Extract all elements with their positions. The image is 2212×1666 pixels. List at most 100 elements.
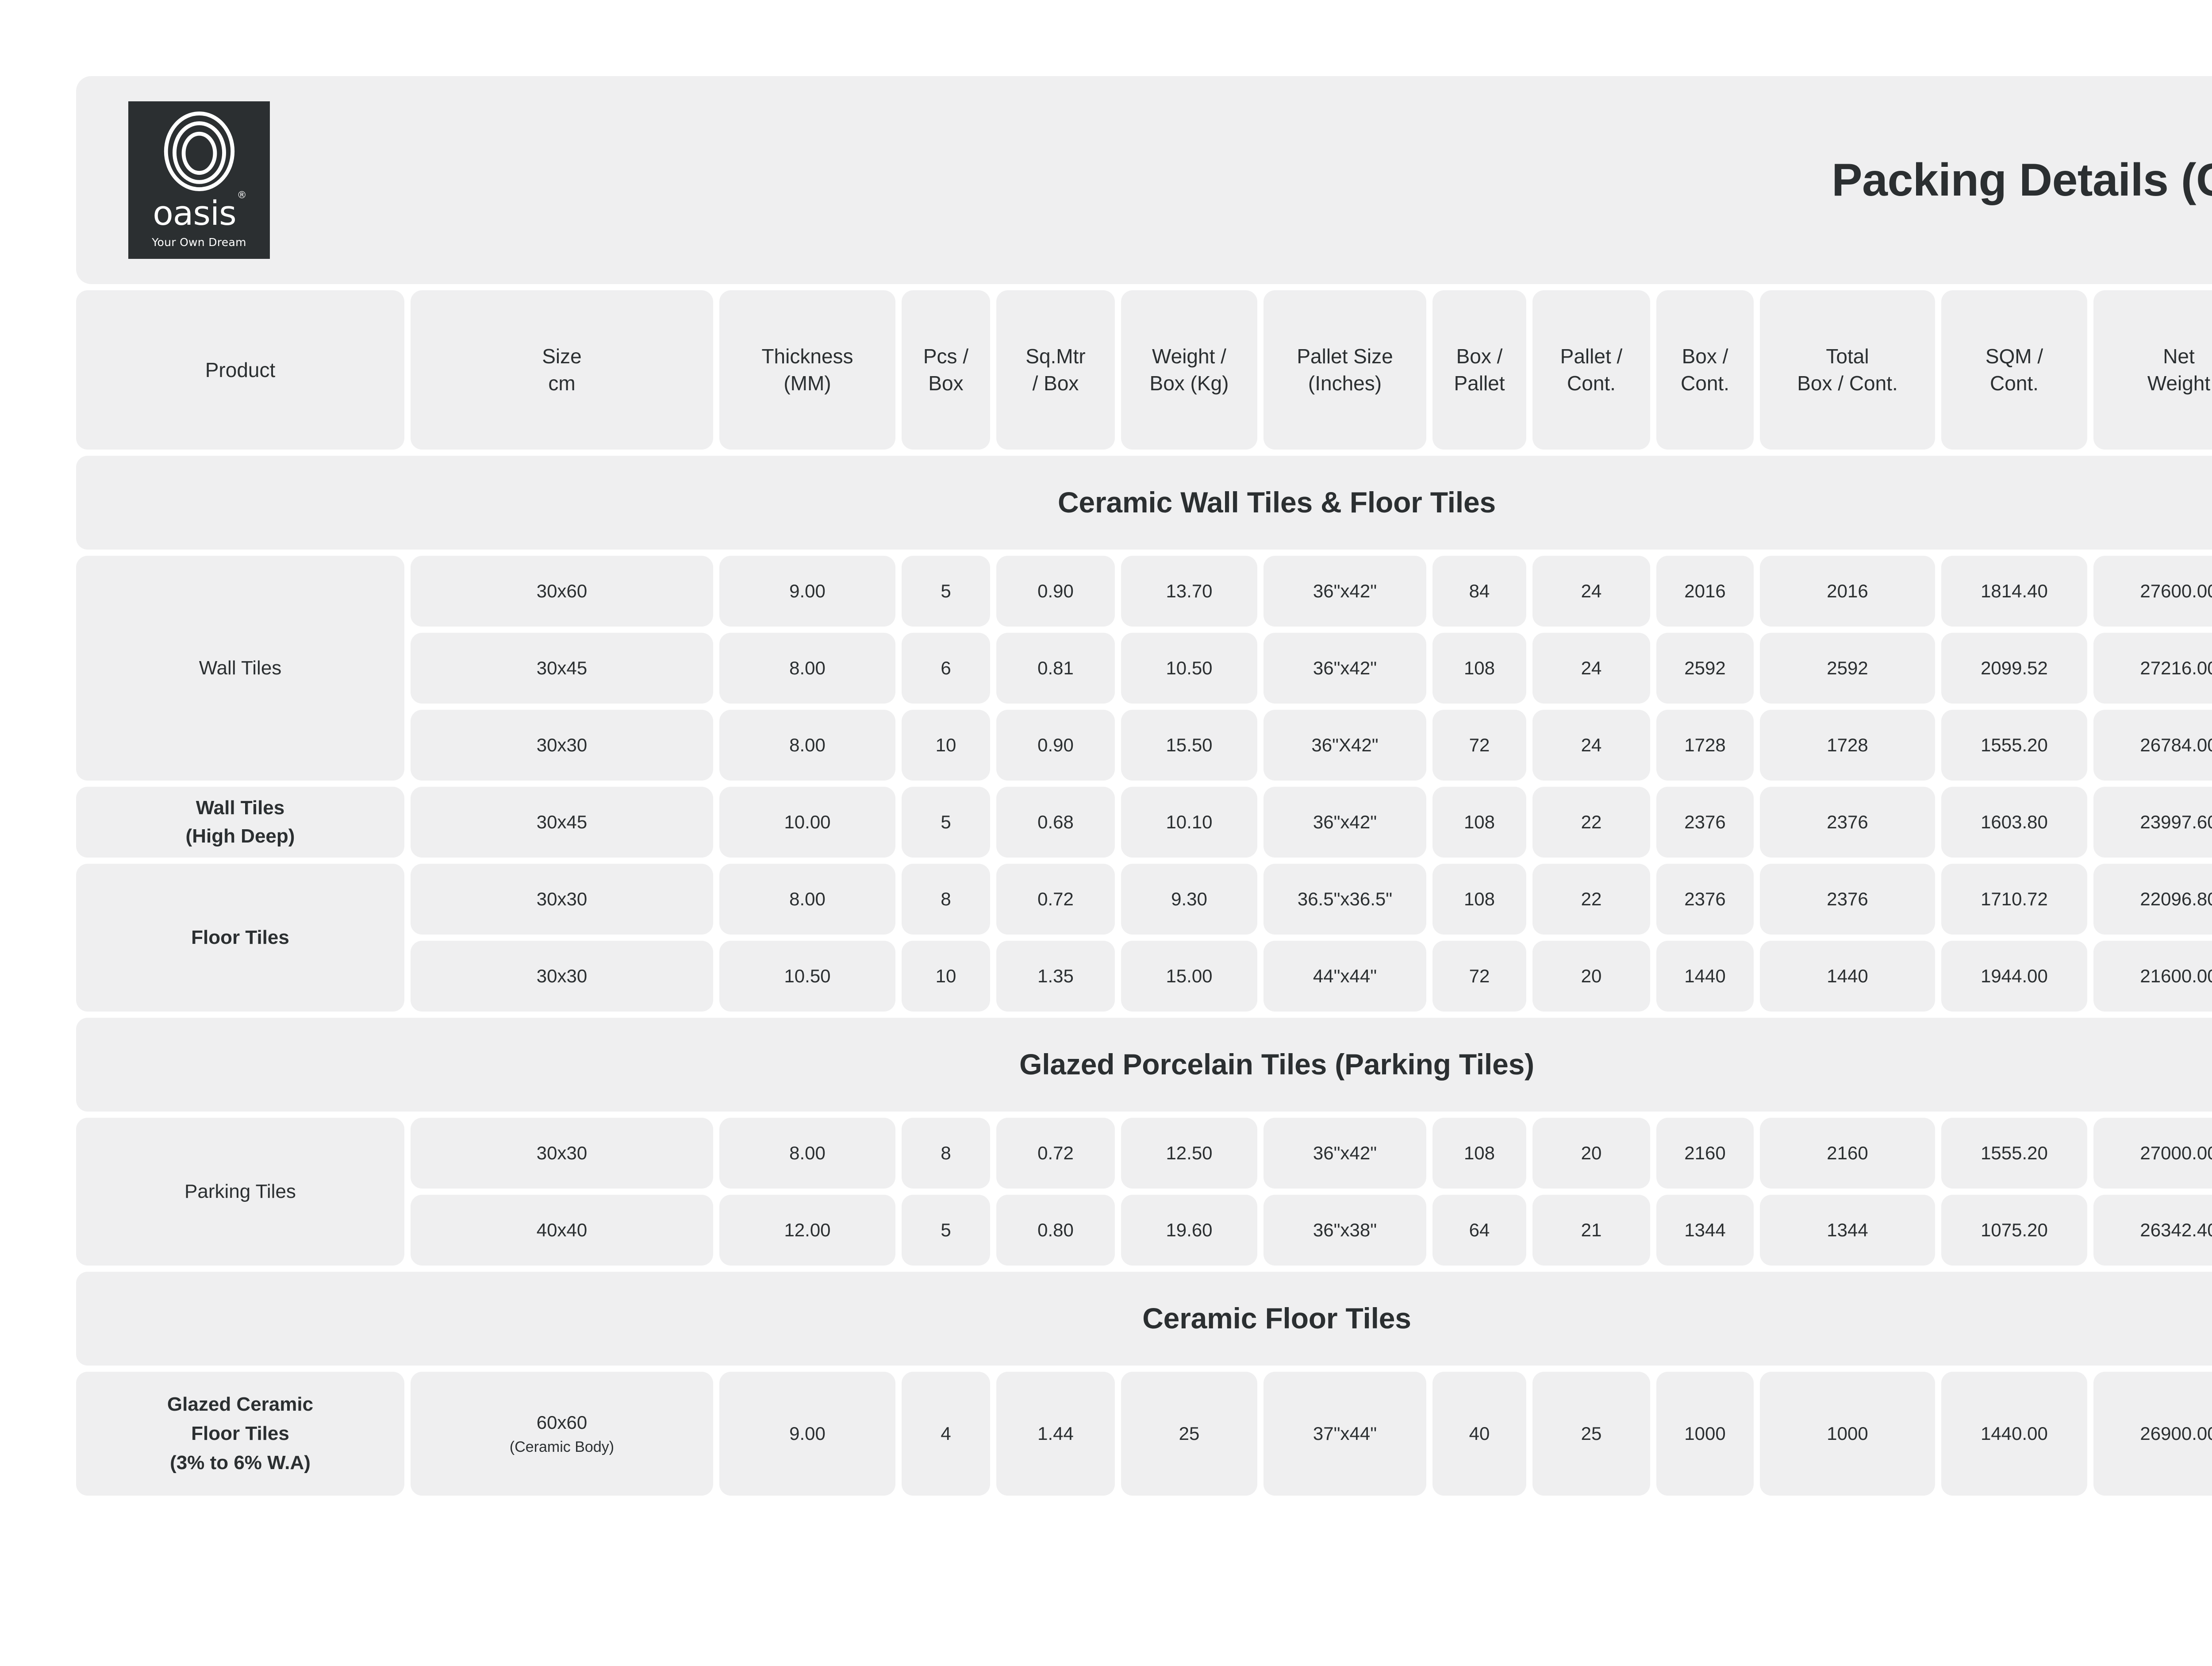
- section-title: Ceramic Wall Tiles & Floor Tiles: [76, 456, 2212, 550]
- cell-size: 30x60: [411, 556, 713, 627]
- col-header-line2: (Inches): [1308, 372, 1382, 395]
- col-header-line2: Box (Kg): [1149, 372, 1229, 395]
- cell-sqmtr-box: 0.90: [996, 556, 1115, 627]
- table-row: 30x30 8.00 8 0.72 9.30 36.5"x36.5" 108 22 2376 23…: [411, 864, 2212, 935]
- col-header-pallet-cont: Pallet / Cont.: [1532, 290, 1650, 450]
- cell-sqm-cont: 2099.52: [1941, 633, 2087, 704]
- cell-box-cont: 2592: [1656, 633, 1754, 704]
- cell-sqm-cont: 1710.72: [1941, 864, 2087, 935]
- cell-sqmtr-box: 0.80: [996, 1195, 1115, 1266]
- cell-pallet-size: 36"x42": [1263, 1118, 1426, 1189]
- product-group-rows: 30x30 8.00 8 0.72 12.50 36"x42" 108 20 2160 2160 1…: [411, 1118, 2212, 1266]
- cell-pallet-size: 36"x38": [1263, 1195, 1426, 1266]
- cell-size: 30x30: [411, 1118, 713, 1189]
- logo-word-text: oasis: [153, 193, 236, 233]
- cell-weight-box: 13.70: [1121, 556, 1257, 627]
- cell-pallet-size: 44"x44": [1263, 941, 1426, 1012]
- col-header-line2: Cont.: [1681, 372, 1729, 395]
- cell-weight-box: 10.50: [1121, 633, 1257, 704]
- cell-box-pallet: 72: [1432, 941, 1526, 1012]
- col-header-box-cont: Box / Cont.: [1656, 290, 1754, 450]
- cell-sqmtr-box: 0.72: [996, 1118, 1115, 1189]
- col-header-line1: Total: [1826, 345, 1869, 368]
- cell-pallet-cont: 24: [1532, 710, 1650, 781]
- product-label-line: Wall Tiles: [196, 797, 285, 819]
- cell-pallet-cont: 20: [1532, 1118, 1650, 1189]
- col-header-line1: Thickness: [761, 345, 853, 368]
- cell-box-pallet: 108: [1432, 864, 1526, 935]
- cell-pcs-box: 5: [902, 787, 990, 858]
- cell-weight-box: 15.50: [1121, 710, 1257, 781]
- cell-size: 40x40: [411, 1195, 713, 1266]
- col-header-pcs-box: Pcs / Box: [902, 290, 990, 450]
- col-header-line1: Pallet Size: [1297, 345, 1393, 368]
- cell-thickness: 9.00: [719, 556, 895, 627]
- cell-pallet-cont: 24: [1532, 556, 1650, 627]
- logo-tagline: Your Own Dream: [152, 235, 246, 249]
- page-header: oasis® Your Own Dream Packing Details (C…: [76, 76, 2212, 284]
- cell-pallet-cont: 24: [1532, 633, 1650, 704]
- col-header-size: Size cm: [411, 290, 713, 450]
- cell-pcs-box: 5: [902, 1195, 990, 1266]
- cell-pallet-size: 37"x44": [1263, 1372, 1426, 1496]
- cell-pcs-box: 8: [902, 864, 990, 935]
- col-header-weight-box: Weight / Box (Kg): [1121, 290, 1257, 450]
- cell-pallet-cont: 25: [1532, 1372, 1650, 1496]
- product-group: Floor Tiles 30x30 8.00 8 0.72 9.30 36.5"x36.5"…: [76, 864, 2212, 1012]
- cell-total-box-cont: 2160: [1760, 1118, 1935, 1189]
- cell-box-cont: 2376: [1656, 864, 1754, 935]
- col-header-sqmtr-box: Sq.Mtr / Box: [996, 290, 1115, 450]
- cell-box-cont: 1728: [1656, 710, 1754, 781]
- table-row: 30x30 10.50 10 1.35 15.00 44"x44" 72 20 1440 1440…: [411, 941, 2212, 1012]
- cell-total-box-cont: 2376: [1760, 787, 1935, 858]
- cell-pcs-box: 10: [902, 710, 990, 781]
- col-header-line1: Sq.Mtr: [1025, 345, 1086, 368]
- cell-thickness: 8.00: [719, 864, 895, 935]
- col-header-line1: Pcs /: [923, 345, 969, 368]
- cell-thickness: 8.00: [719, 710, 895, 781]
- oasis-logo: oasis® Your Own Dream: [128, 101, 270, 259]
- col-header-product: Product: [76, 290, 404, 450]
- cell-box-pallet: 108: [1432, 787, 1526, 858]
- product-group: Wall Tiles 30x60 9.00 5 0.90 13.70 36"x42" 84 24…: [76, 556, 2212, 781]
- cell-net-weight: 26900.00: [2093, 1372, 2212, 1496]
- product-label: Wall Tiles: [76, 556, 404, 781]
- col-header-line2: (MM): [783, 372, 831, 395]
- cell-weight-box: 10.10: [1121, 787, 1257, 858]
- col-header-thickness: Thickness (MM): [719, 290, 895, 450]
- cell-total-box-cont: 2376: [1760, 864, 1935, 935]
- cell-thickness: 9.00: [719, 1372, 895, 1496]
- cell-box-cont: 2016: [1656, 556, 1754, 627]
- cell-thickness: 10.00: [719, 787, 895, 858]
- cell-box-pallet: 64: [1432, 1195, 1526, 1266]
- product-group-rows: 30x60 9.00 5 0.90 13.70 36"x42" 84 24 2016 2016 18…: [411, 556, 2212, 781]
- product-group: Wall Tiles (High Deep) 30x45 10.00 5 0.68 10.1…: [76, 787, 2212, 858]
- cell-pallet-size: 36"x42": [1263, 633, 1426, 704]
- cell-net-weight: 21600.00: [2093, 941, 2212, 1012]
- packing-details-sheet: oasis® Your Own Dream Packing Details (C…: [76, 76, 2212, 1496]
- table-row: 30x45 10.00 5 0.68 10.10 36"x42" 108 22 2376 2376…: [411, 787, 2212, 858]
- col-header-line2: Weight: [2147, 372, 2211, 395]
- col-header-total-box-cont: Total Box / Cont.: [1760, 290, 1935, 450]
- cell-total-box-cont: 1344: [1760, 1195, 1935, 1266]
- cell-pallet-size: 36"x42": [1263, 787, 1426, 858]
- cell-pcs-box: 8: [902, 1118, 990, 1189]
- table-body: Ceramic Wall Tiles & Floor Tiles Wall Til…: [76, 456, 2212, 1496]
- product-label: Parking Tiles: [76, 1118, 404, 1266]
- col-header-line2: Pallet: [1454, 372, 1505, 395]
- cell-size: 30x30: [411, 864, 713, 935]
- cell-total-box-cont: 1000: [1760, 1372, 1935, 1496]
- table-header-row: Product Size cm Thickness (MM) Pcs / Box Sq…: [76, 290, 2212, 450]
- col-header-net-weight: Net Weight: [2093, 290, 2212, 450]
- cell-sqm-cont: 1603.80: [1941, 787, 2087, 858]
- cell-weight-box: 19.60: [1121, 1195, 1257, 1266]
- cell-size: 30x30: [411, 941, 713, 1012]
- cell-sqm-cont: 1814.40: [1941, 556, 2087, 627]
- product-group: Parking Tiles 30x30 8.00 8 0.72 12.50 36"x42" 1…: [76, 1118, 2212, 1266]
- product-label-line: (3% to 6% W.A): [170, 1452, 311, 1474]
- cell-total-box-cont: 2592: [1760, 633, 1935, 704]
- cell-pcs-box: 10: [902, 941, 990, 1012]
- cell-pallet-size: 36"x42": [1263, 556, 1426, 627]
- cell-pcs-box: 6: [902, 633, 990, 704]
